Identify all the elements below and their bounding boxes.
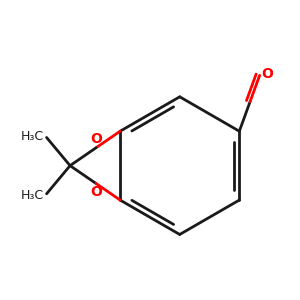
Text: H₃C: H₃C xyxy=(20,130,44,143)
Text: O: O xyxy=(262,67,273,81)
Text: H₃C: H₃C xyxy=(20,189,44,202)
Text: O: O xyxy=(90,132,102,146)
Text: O: O xyxy=(90,185,102,199)
